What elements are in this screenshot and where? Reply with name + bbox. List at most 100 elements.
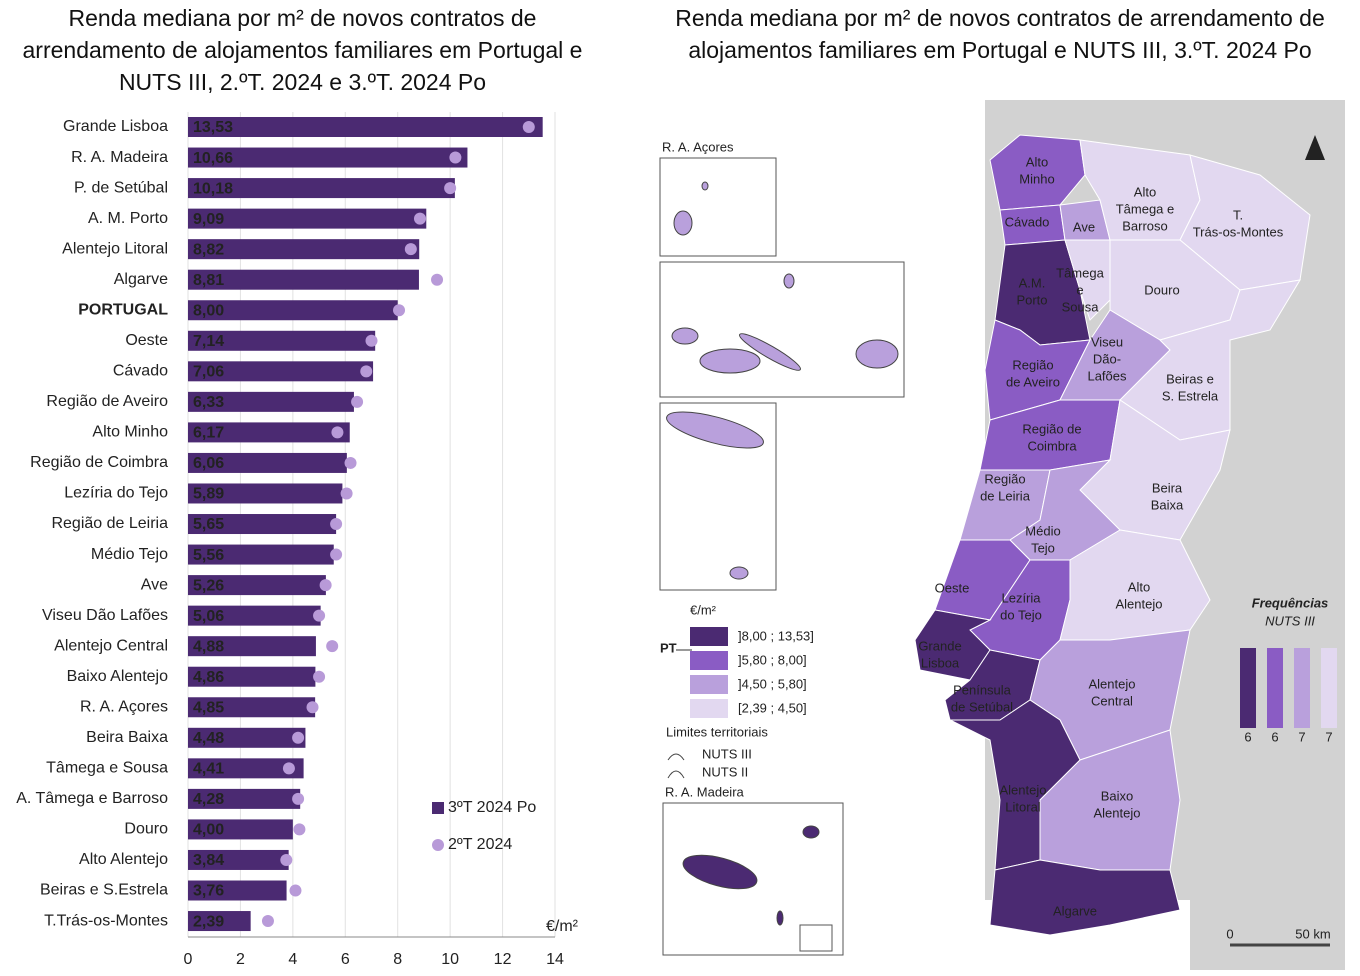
dot [522, 121, 535, 133]
value-label: 4,48 [193, 730, 224, 747]
frequency-count: 7 [1298, 729, 1305, 744]
bar [188, 391, 354, 412]
region-label: de Leiria [980, 488, 1031, 503]
dot [330, 518, 343, 531]
y-tick-label: Região de Leiria [51, 515, 168, 532]
region-label: Dão- [1093, 351, 1121, 366]
region-label: Oeste [935, 580, 970, 595]
region-label: Região [1012, 357, 1053, 372]
bar [188, 514, 337, 535]
dot [351, 395, 364, 408]
value-label: 5,89 [193, 486, 224, 503]
region [989, 859, 1181, 936]
value-label: 10,18 [193, 180, 233, 197]
bar [188, 452, 347, 473]
legend-label: [2,39 ; 4,50] [738, 700, 807, 715]
boundary-icons [667, 753, 685, 779]
region-label: Alto [1026, 154, 1048, 169]
value-label: 4,41 [193, 761, 224, 778]
boundary-label: NUTS III [702, 746, 752, 761]
region-label: e [1076, 282, 1083, 297]
legend-label: 3ºT 2024 Po [448, 799, 536, 816]
y-tick-label: Douro [124, 821, 168, 838]
dot [330, 548, 343, 561]
region-label: Ave [1073, 219, 1095, 234]
region-label: Lisboa [921, 655, 960, 670]
ocean [900, 100, 1190, 970]
region-label: Alentejo [1094, 805, 1141, 820]
dot [292, 731, 305, 744]
value-label: 5,65 [193, 516, 224, 533]
dot [313, 670, 326, 683]
value-label: 5,26 [193, 577, 224, 594]
inset-label: R. A. Madeira [665, 784, 745, 799]
bar [188, 697, 316, 718]
region-label: Lezíria [1001, 590, 1041, 605]
x-tick-label: 4 [288, 951, 297, 968]
dot [449, 151, 462, 164]
frequency-bar [1294, 648, 1310, 728]
y-tick-label: Médio Tejo [91, 546, 168, 563]
bar [188, 330, 376, 351]
dot [365, 334, 378, 347]
chart-title: Renda mediana por m² de novos contratos … [22, 5, 583, 95]
bar [188, 788, 301, 809]
y-tick-label: Baixo Alentejo [67, 668, 169, 685]
region-label: Beiras e [1166, 371, 1214, 386]
azores-island [666, 411, 764, 449]
value-label: 4,85 [193, 699, 224, 716]
legend-label: 2ºT 2024 [448, 836, 512, 853]
region-label: Lafões [1087, 368, 1127, 383]
y-tick-label: Região de Aveiro [46, 393, 168, 410]
region-label: Coimbra [1027, 438, 1077, 453]
x-tick-label: 14 [546, 951, 564, 968]
y-tick-label: A. M. Porto [88, 210, 168, 227]
y-tick-label: Lezíria do Tejo [64, 485, 168, 502]
y-tick-label: PORTUGAL [78, 301, 168, 318]
y-tick-label: Algarve [114, 271, 168, 288]
dot [393, 304, 406, 317]
frequency-bar [1267, 648, 1283, 728]
value-label: 7,14 [193, 333, 224, 350]
dot [261, 915, 274, 928]
azores-island [673, 210, 693, 236]
dot [313, 609, 326, 622]
frequency-bar [1321, 648, 1337, 728]
value-label: 4,28 [193, 791, 224, 808]
dot [444, 182, 457, 195]
x-tick-label: 10 [441, 951, 459, 968]
region-label: T. [1233, 207, 1243, 222]
region-label: Litoral [1005, 799, 1041, 814]
madeira-island [776, 910, 784, 926]
bar [188, 911, 251, 932]
region-label: Alentejo [1116, 596, 1163, 611]
region-label: Tâmega e [1116, 201, 1175, 216]
legend-swatch [690, 699, 728, 718]
bar [188, 178, 455, 199]
bar [188, 483, 343, 504]
x-tick-label: 12 [494, 951, 512, 968]
y-tick-label: A. Tâmega e Barroso [16, 790, 168, 807]
value-label: 8,81 [193, 272, 224, 289]
dot [360, 365, 373, 378]
legend-swatch [690, 627, 728, 646]
madeira-island [802, 825, 820, 839]
y-tick-label: Cávado [113, 363, 168, 380]
bar [188, 819, 293, 840]
y-tick-label: Ave [141, 576, 168, 593]
region-label: Tejo [1031, 540, 1055, 555]
bar [188, 361, 374, 382]
x-tick-label: 6 [341, 951, 350, 968]
frequency-count: 6 [1271, 729, 1278, 744]
map-title: Renda mediana por m² de novos contratos … [675, 5, 1325, 63]
madeira-island [682, 854, 758, 890]
value-label: 9,09 [193, 211, 224, 228]
dot [344, 456, 357, 469]
bar [188, 666, 316, 687]
region-label: S. Estrela [1162, 388, 1219, 403]
region-label: Central [1091, 693, 1133, 708]
bar [188, 605, 321, 626]
bar [188, 575, 326, 596]
region-label: Trás-os-Montes [1193, 224, 1284, 239]
region-label: Beira [1152, 480, 1183, 495]
